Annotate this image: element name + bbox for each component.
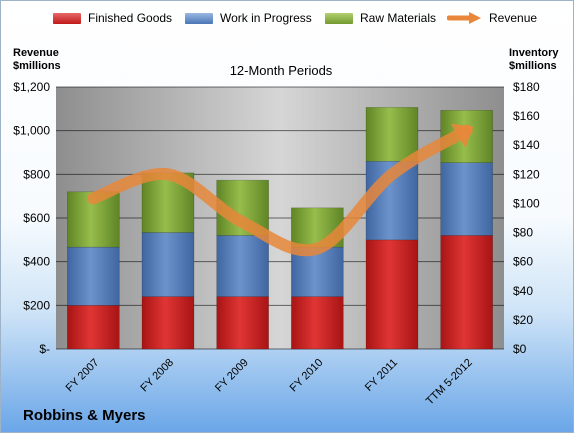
left-tick-label: $200 xyxy=(23,298,50,312)
revenue-arrowhead xyxy=(450,123,474,148)
right-tick-label: $100 xyxy=(513,196,540,210)
left-axis-title-line-1: Revenue xyxy=(13,47,59,59)
bar-work-in-progress xyxy=(440,162,493,236)
revenue-line xyxy=(87,124,473,257)
x-tick-label: FY 2010 xyxy=(288,357,326,395)
legend: Finished Goods Work in Progress Raw Mate… xyxy=(1,11,574,31)
legend-item-work-in-progress: Work in Progress xyxy=(185,11,312,25)
right-axis-title-line-1: Inventory xyxy=(509,47,559,59)
left-axis-title-line-2: $millions xyxy=(13,60,61,72)
left-tick-label: $- xyxy=(39,342,50,356)
legend-item-revenue: Revenue xyxy=(447,11,537,25)
left-tick-label: $600 xyxy=(23,211,50,225)
bar-finished-goods xyxy=(141,296,195,350)
right-tick-label: $20 xyxy=(513,313,533,327)
bar-work-in-progress xyxy=(216,235,269,297)
bar-raw-materials xyxy=(365,107,419,162)
right-tick-label: $0 xyxy=(513,342,527,356)
bar-work-in-progress xyxy=(67,246,120,306)
left-tick-label: $400 xyxy=(23,255,50,269)
legend-swatch-raw-materials xyxy=(325,12,353,24)
bar-work-in-progress xyxy=(141,232,195,297)
right-axis-title-line-2: $millions xyxy=(509,60,557,72)
legend-label-revenue: Revenue xyxy=(489,11,538,25)
right-tick-label: $60 xyxy=(513,255,533,269)
x-tick-label: FY 2009 xyxy=(213,357,251,395)
legend-label-work-in-progress: Work in Progress xyxy=(220,11,312,25)
bar-finished-goods xyxy=(440,235,493,350)
bar-finished-goods xyxy=(365,239,419,350)
left-tick-label: $800 xyxy=(23,167,50,181)
bar-finished-goods xyxy=(291,296,344,350)
legend-arrow-icon xyxy=(447,12,481,24)
bar-finished-goods xyxy=(67,305,120,350)
x-tick-label: FY 2008 xyxy=(138,357,176,395)
chart-title: 12-Month Periods xyxy=(229,63,333,78)
right-tick-label: $140 xyxy=(513,138,540,152)
right-tick-label: $40 xyxy=(513,284,533,298)
right-tick-label: $120 xyxy=(513,167,540,181)
x-tick-label: FY 2007 xyxy=(64,357,102,395)
right-tick-label: $80 xyxy=(513,226,533,240)
right-tick-label: $160 xyxy=(513,109,540,123)
legend-item-finished-goods: Finished Goods xyxy=(53,11,172,25)
legend-label-finished-goods: Finished Goods xyxy=(88,11,173,25)
x-tick-label: TTM 5-2012 xyxy=(424,357,475,408)
company-name: Robbins & Myers xyxy=(23,407,146,424)
left-axis-title: Revenue $millions xyxy=(13,47,61,73)
legend-label-raw-materials: Raw Materials xyxy=(360,11,437,25)
right-tick-label: $180 xyxy=(513,80,540,94)
left-tick-label: $1,200 xyxy=(13,80,50,94)
legend-swatch-finished-goods xyxy=(53,12,81,24)
legend-swatch-work-in-progress xyxy=(185,12,213,24)
right-axis-title: Inventory $millions xyxy=(509,47,565,73)
x-tick-label: FY 2011 xyxy=(363,357,400,394)
legend-item-raw-materials: Raw Materials xyxy=(325,11,436,25)
left-tick-label: $1,000 xyxy=(13,124,50,138)
bar-finished-goods xyxy=(216,296,269,350)
